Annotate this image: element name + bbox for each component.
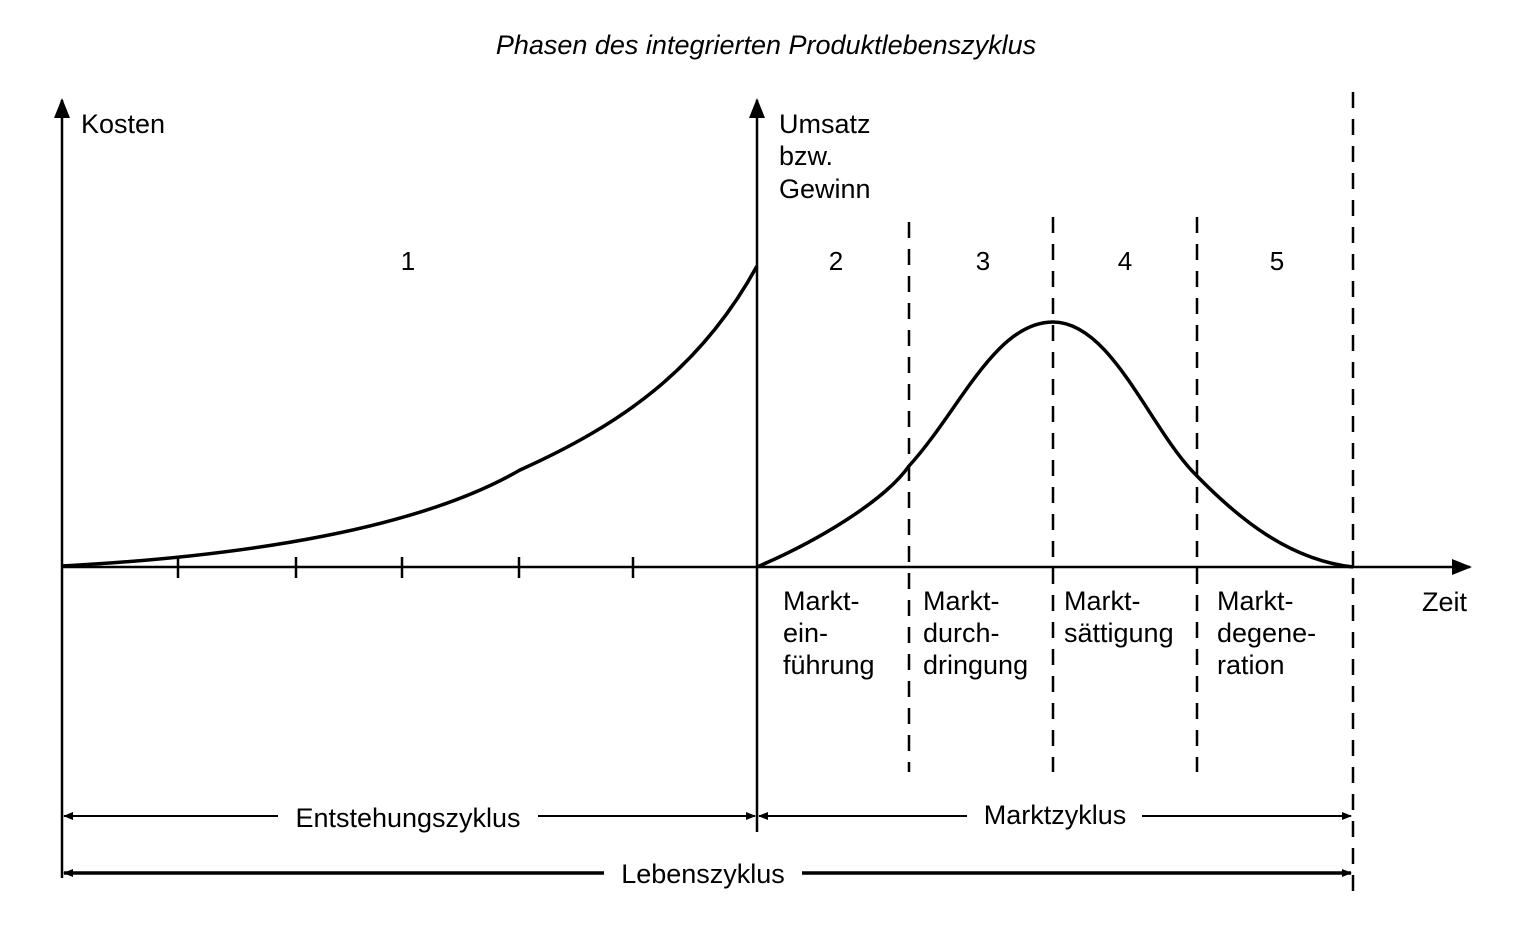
phase-label-line: führung xyxy=(783,650,875,680)
phase-number: 2 xyxy=(829,246,843,276)
phase-label-line: ration xyxy=(1217,650,1285,680)
phase-number: 3 xyxy=(976,246,990,276)
revenue-axis-label-line: Gewinn xyxy=(779,174,871,204)
time-axis-label: Zeit xyxy=(1422,587,1468,617)
phase-label-line: Markt- xyxy=(923,586,1000,616)
entstehungszyklus-label: Entstehungszyklus xyxy=(295,803,520,833)
cost-axis-label: Kosten xyxy=(81,109,165,139)
marktzyklus-label: Marktzyklus xyxy=(984,800,1127,830)
phase-label-line: Markt- xyxy=(783,586,860,616)
phase-label-marktsaettigung: Markt- sättigung xyxy=(1064,586,1174,648)
revenue-axis-label-line: Umsatz xyxy=(779,109,871,139)
phase-number: 5 xyxy=(1270,246,1284,276)
revenue-curve xyxy=(756,320,1354,569)
phase-label-line: Markt- xyxy=(1217,586,1294,616)
phase-number: 4 xyxy=(1118,246,1132,276)
diagram-title: Phasen des integrierten Produktlebenszyk… xyxy=(496,30,1036,60)
phase-label-marktdegeneration: Markt- degene- ration xyxy=(1217,586,1324,680)
phase-number: 1 xyxy=(401,246,415,276)
phase-label-line: Markt- xyxy=(1064,586,1141,616)
phase-label-line: durch- xyxy=(923,618,1000,648)
cost-curve xyxy=(61,265,759,568)
phase-label-line: sättigung xyxy=(1064,618,1174,648)
phase-label-line: ein- xyxy=(783,618,828,648)
phase-label-line: dringung xyxy=(923,650,1028,680)
phase-label-line: degene- xyxy=(1217,618,1316,648)
phase-label-marktdurchdringung: Markt- durch- dringung xyxy=(923,586,1028,680)
revenue-axis-label: Umsatz bzw. Gewinn xyxy=(779,109,878,204)
phase-label-markteinfuehrung: Markt- ein- führung xyxy=(783,586,875,680)
revenue-axis-label-line: bzw. xyxy=(779,141,833,171)
lebenszyklus-label: Lebenszyklus xyxy=(621,859,785,889)
